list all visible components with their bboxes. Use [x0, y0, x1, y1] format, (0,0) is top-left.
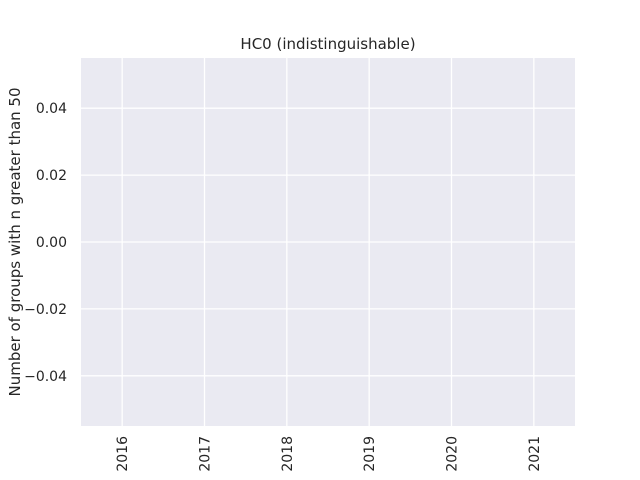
x-tick-label: 2017: [198, 436, 214, 472]
y-tick-label: 0.02: [36, 168, 67, 184]
x-tick-label: 2021: [527, 436, 543, 472]
y-axis-title: Number of groups with n greater than 50: [6, 87, 24, 396]
x-tick-labels: 2016 2017 2018 2019 2020 2021: [115, 436, 543, 472]
y-tick-label: 0.00: [36, 235, 67, 251]
x-tick-label: 2018: [280, 436, 296, 472]
y-tick-label: −0.04: [24, 369, 67, 385]
x-tick-label: 2020: [445, 436, 461, 472]
y-tick-label: 0.04: [36, 101, 67, 117]
grid-lines: [81, 58, 575, 426]
x-tick-label: 2016: [115, 436, 131, 472]
chart-title: HC0 (indistinguishable): [240, 35, 415, 53]
y-tick-label: −0.02: [24, 302, 67, 318]
x-tick-label: 2019: [362, 436, 378, 472]
y-tick-labels: 0.04 0.02 0.00 −0.02 −0.04: [24, 101, 67, 385]
